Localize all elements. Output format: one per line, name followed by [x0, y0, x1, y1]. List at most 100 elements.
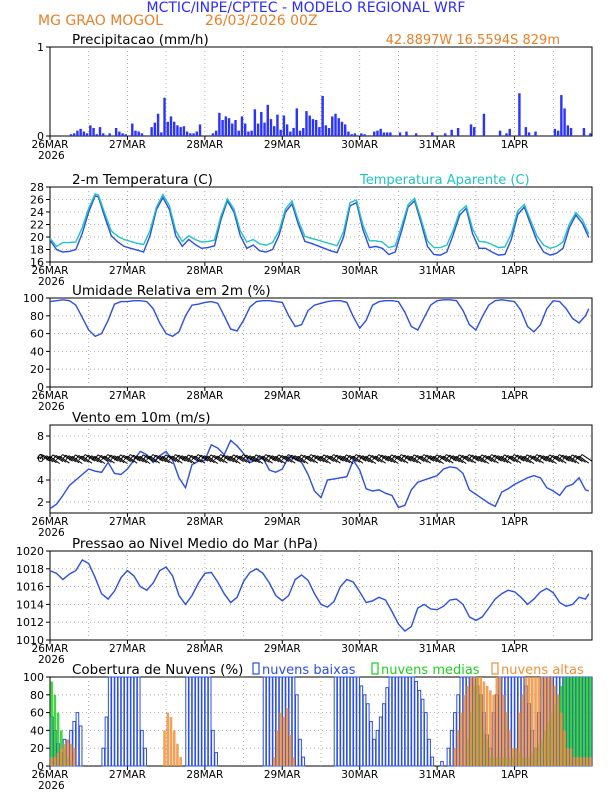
precip-bar	[292, 127, 295, 136]
wind-barb-feather	[246, 455, 251, 461]
page-title: MCTIC/INPE/CPTEC - MODELO REGIONAL WRF	[147, 0, 466, 16]
precip-bar	[589, 133, 592, 136]
precip-bar	[231, 123, 234, 136]
wind-barb-feather	[349, 455, 354, 461]
temp-ytick-label: 22	[30, 219, 44, 232]
precip-bar	[253, 109, 257, 136]
wind-barb-feather	[452, 455, 457, 461]
pressao-xtick-label: 1APR	[501, 643, 529, 655]
cloud-bar-altas	[540, 677, 544, 766]
wind-barb-feather	[214, 455, 218, 461]
wind-barb-feather	[181, 455, 186, 461]
umid-year-label: 2026	[38, 401, 65, 413]
cloud-bar-altas	[505, 712, 508, 766]
wind-barb-feather	[365, 454, 370, 460]
precip-bar	[166, 121, 169, 136]
precip-bar	[282, 115, 286, 136]
precip-bar	[121, 133, 124, 136]
cloud-bar-baixas	[262, 676, 267, 767]
wind-barb	[68, 455, 80, 464]
panel-precip: 0 1 26MAR 27MAR 28MAR 29MAR 30MAR 31MAR 1APR 2026…	[32, 32, 593, 162]
wind-barb	[565, 455, 577, 464]
wind-barb-feather	[172, 454, 176, 459]
precip-bar	[285, 124, 289, 136]
umid-ytick-label: 0	[37, 381, 44, 394]
cloud-legend-label: nuvens altas	[501, 663, 584, 678]
nuvens-xtick-label: 28MAR	[186, 769, 223, 781]
precip-bar	[469, 124, 473, 136]
umid-ytick-label: 100	[23, 292, 44, 305]
wind-barb-feather	[556, 454, 560, 459]
cloud-bar-baixas	[211, 729, 215, 767]
wind-barb-feather	[443, 454, 447, 459]
vento-ytick-label: 8	[37, 430, 44, 443]
cloud-bar-altas	[476, 677, 479, 766]
precip-bar	[134, 130, 137, 136]
wind-barb-feather	[510, 454, 515, 459]
wind-barb-feather	[478, 454, 483, 460]
panel-nuvens: 0 20 40 60 80 100 26MAR 27MAR 28MAR 29MAR 30MAR 31M…	[23, 662, 593, 792]
precip-year-label: 2026	[38, 150, 65, 162]
cloud-bar-altas	[547, 677, 550, 766]
pressao-xtick-label: 29MAR	[264, 643, 301, 655]
precip-bar	[334, 113, 337, 136]
cloud-bar-medias	[566, 677, 570, 766]
wind-barb	[462, 454, 473, 463]
vento-xtick-label: 27MAR	[109, 516, 146, 528]
pressao-title: Pressao ao Nivel Medio do Mar (hPa)	[72, 536, 318, 552]
precip-bar	[131, 123, 134, 136]
vento-xtick-label: 1APR	[501, 516, 529, 528]
cloud-bar-baixas	[369, 721, 373, 767]
cloud-bar-altas	[521, 694, 524, 766]
umid-ytick-label: 80	[30, 310, 44, 323]
umid-xtick-label: 30MAR	[341, 390, 378, 402]
precip-bar	[182, 126, 186, 136]
wind-barb-feather	[307, 454, 312, 459]
cloud-bar-baixas	[349, 676, 354, 767]
cloud-bar-altas	[585, 757, 589, 766]
wind-barb-feather	[168, 455, 173, 461]
wind-barb-feather	[410, 454, 415, 460]
precip-xtick-label: 26MAR	[32, 139, 69, 151]
wind-barb-feather	[188, 455, 193, 460]
cloud-bar-baixas	[188, 676, 193, 767]
cloud-bar-altas	[272, 757, 276, 766]
cloud-bar-baixas	[430, 756, 435, 767]
cloud-bar-altas	[485, 685, 489, 766]
cloud-bar-altas	[572, 757, 576, 766]
cloud-bar-baixas	[449, 729, 454, 767]
precip-bar	[243, 123, 247, 136]
umid-line-umidade-relativa	[49, 299, 590, 338]
wind-barb-feather	[465, 454, 470, 459]
cloud-bar-medias	[563, 677, 566, 766]
precip-bar	[331, 116, 334, 136]
cloud-bar-altas	[569, 748, 573, 766]
cloud-bar-altas	[289, 734, 292, 766]
cloud-bar-altas	[543, 677, 547, 766]
wind-barb-feather	[49, 454, 54, 460]
wind-barb-feather	[91, 455, 96, 461]
wind-barb	[249, 455, 260, 464]
precip-bar	[385, 132, 389, 136]
cloud-bar-baixas	[124, 676, 128, 767]
cloud-bar-altas	[518, 712, 521, 766]
precip-bar	[153, 122, 157, 136]
precip-xtick-label: 31MAR	[419, 139, 456, 151]
wind-barb-feather	[175, 454, 180, 460]
precip-bar	[95, 134, 98, 136]
precip-bar	[566, 125, 570, 136]
precip-bar	[240, 116, 244, 136]
precip-bar	[89, 125, 92, 136]
wind-barb-feather	[485, 455, 489, 461]
cloud-bar-altas	[492, 694, 495, 766]
wind-barb	[520, 455, 531, 464]
cloud-bar-altas	[56, 752, 60, 766]
cloud-bar-altas	[69, 743, 73, 766]
cloud-bar-baixas	[340, 676, 344, 767]
wind-barb	[213, 454, 225, 463]
cloud-bar-altas	[460, 712, 463, 766]
cloud-bar-altas	[466, 685, 470, 766]
precip-bar	[114, 127, 118, 136]
precip-bar	[373, 131, 376, 136]
